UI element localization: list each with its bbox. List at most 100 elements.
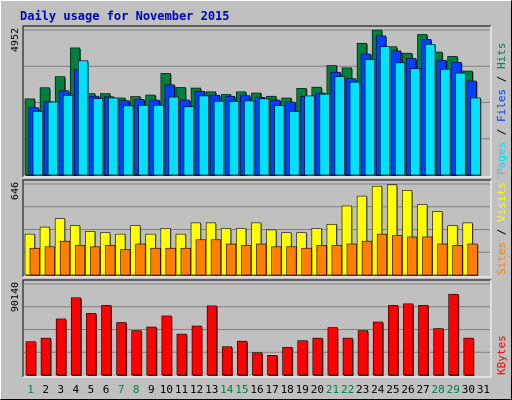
bar [86,313,97,376]
bar-pages-day-6 [108,97,119,176]
bar [116,322,127,376]
bar-pages-day-30 [470,97,482,176]
panel-border-bottom-right [23,180,492,278]
bar-pages-day-12 [198,95,210,176]
bar [210,239,221,276]
bar-kbytes-day-21 [327,327,339,376]
bar-pages-day-21 [334,76,346,176]
bar [191,325,202,376]
bar-kbytes-day-27 [418,305,430,376]
bar [221,346,233,376]
bar [455,72,466,176]
bar-sites-day-21 [331,245,343,276]
bar-sites-day-6 [105,245,116,276]
bar [153,105,164,176]
bar-kbytes-day-8 [131,330,143,376]
bar [62,95,73,176]
bar [364,59,375,176]
bar-kbytes-day-18 [282,346,294,376]
bar [228,101,240,176]
bar-sites-day-10 [165,247,177,276]
bar-pages-day-18 [289,111,301,176]
day-label-18: 18 [281,383,294,396]
bar [259,98,270,176]
bar-kbytes-day-23 [357,330,369,376]
bar [271,246,282,276]
legend-entry: / [495,69,508,89]
bar [138,105,149,176]
bar [463,337,474,376]
bar-pages-day-13 [213,100,225,176]
day-label-19: 19 [296,383,309,396]
bar-pages-day-25 [395,62,406,176]
bar-sites-day-8 [135,243,147,276]
panel-border-top-left [22,179,491,277]
bar [120,249,131,276]
day-label-17: 17 [265,383,278,396]
bar [244,100,255,176]
day-label-20: 20 [311,383,324,396]
bar [180,247,191,276]
bar-sites-day-28 [437,243,449,276]
bar [252,352,263,376]
bar [440,68,451,176]
bar [403,303,414,376]
bar-pages-day-15 [244,100,255,176]
bar [213,100,224,176]
bar [70,297,82,376]
legend-entry: Visits [495,182,508,222]
bar [105,245,116,276]
bar [74,245,86,276]
bar [376,233,388,276]
panel-border-top-left [22,25,491,177]
bar-sites-day-2 [44,246,56,276]
bar [267,355,278,376]
bar-sites-day-22 [346,243,358,276]
day-label-25: 25 [386,383,399,396]
bar [319,93,330,176]
bar-kbytes-day-26 [403,303,414,376]
day-label-4: 4 [73,383,80,396]
bar-sites-day-7 [120,249,132,276]
bar-kbytes-day-6 [101,305,112,376]
legend-entry: KBytes [495,335,508,375]
day-label-22: 22 [341,383,354,396]
day-label-10: 10 [160,383,173,396]
bar-pages-day-8 [138,105,150,176]
bar-kbytes-day-25 [388,305,399,376]
day-label-30: 30 [462,383,475,396]
bar [161,315,172,376]
bar-sites-day-24 [376,233,388,276]
panels: 4952 Pages / Files / Hits 646 Sites / Visit… [10,25,508,378]
bar-sites-day-11 [180,247,192,276]
bar [422,236,433,276]
bar [25,341,36,376]
bar-kbytes-day-7 [116,322,128,376]
bar-pages-day-10 [168,96,180,176]
bar [448,293,459,376]
bar [183,106,194,176]
bar [301,247,312,276]
bar [433,328,444,376]
scale-max-label: 90140 [10,282,21,312]
bar-pages-day-2 [47,101,59,176]
bar-pages-day-9 [153,105,165,176]
bar [407,236,418,276]
bar [135,243,146,276]
bar [195,239,206,276]
bar-kbytes-day-4 [70,297,82,376]
bar [32,111,43,176]
bar-pages-day-27 [425,44,437,177]
bar [437,243,448,276]
bar [146,326,157,376]
legend-entry: Pages [495,142,508,175]
bar-pages-day-28 [440,68,452,176]
bar-kbytes-day-29 [448,293,460,376]
bar-kbytes-day-13 [206,305,218,376]
bar-pages-day-7 [123,105,135,176]
bar [334,76,345,176]
bar-sites-day-3 [59,240,71,276]
bar-sites-day-13 [210,239,222,276]
